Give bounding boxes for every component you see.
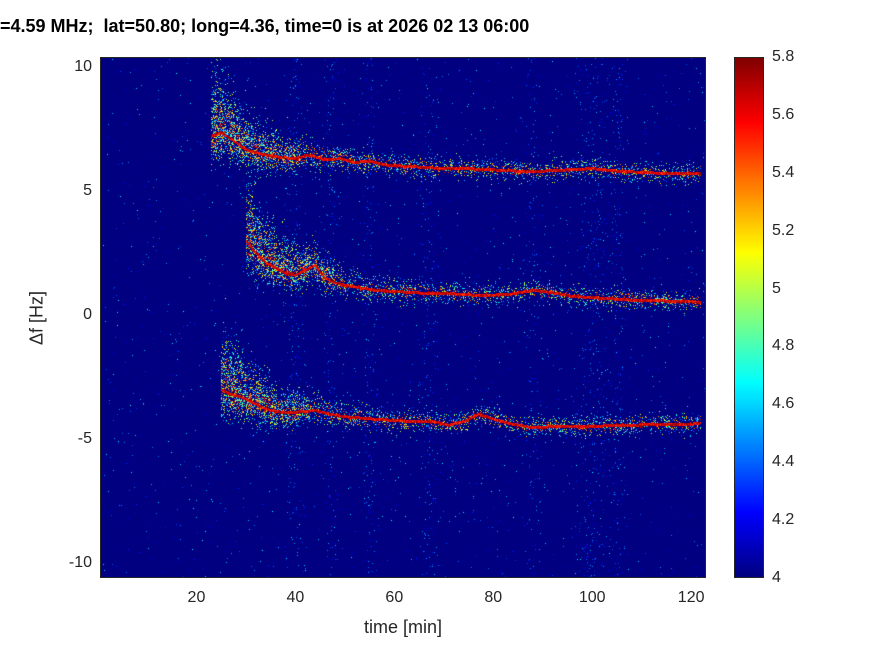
colorbar-tick-label: 5 bbox=[772, 279, 781, 299]
colorbar-tick-label: 4.8 bbox=[772, 336, 794, 356]
colorbar-tick-label: 4.6 bbox=[772, 394, 794, 414]
colorbar-tick-label: 4.2 bbox=[772, 510, 794, 530]
plot-area bbox=[100, 57, 706, 578]
x-tick-label: 120 bbox=[678, 588, 705, 608]
colorbar-tick-label: 5.4 bbox=[772, 163, 794, 183]
y-tick-label: 5 bbox=[40, 181, 92, 201]
colorbar-tick-label: 4 bbox=[772, 568, 781, 588]
y-tick-label: -10 bbox=[40, 553, 92, 573]
x-tick-label: 100 bbox=[579, 588, 606, 608]
x-tick-label: 60 bbox=[385, 588, 403, 608]
x-axis-label: time [min] bbox=[364, 617, 442, 638]
spectrogram-canvas bbox=[100, 57, 706, 578]
colorbar-tick-label: 5.2 bbox=[772, 221, 794, 241]
figure: =4.59 MHz; lat=50.80; long=4.36, time=0 … bbox=[0, 0, 875, 656]
x-tick-label: 80 bbox=[484, 588, 502, 608]
colorbar-canvas bbox=[734, 57, 764, 578]
x-tick-label: 40 bbox=[286, 588, 304, 608]
y-tick-label: 10 bbox=[40, 57, 92, 77]
y-tick-label: 0 bbox=[40, 305, 92, 325]
colorbar-tick-label: 4.4 bbox=[772, 452, 794, 472]
y-tick-label: -5 bbox=[40, 429, 92, 449]
colorbar-tick-label: 5.6 bbox=[772, 105, 794, 125]
plot-title: =4.59 MHz; lat=50.80; long=4.36, time=0 … bbox=[0, 16, 529, 37]
colorbar-tick-label: 5.8 bbox=[772, 47, 794, 67]
x-tick-label: 20 bbox=[188, 588, 206, 608]
colorbar bbox=[734, 57, 764, 578]
